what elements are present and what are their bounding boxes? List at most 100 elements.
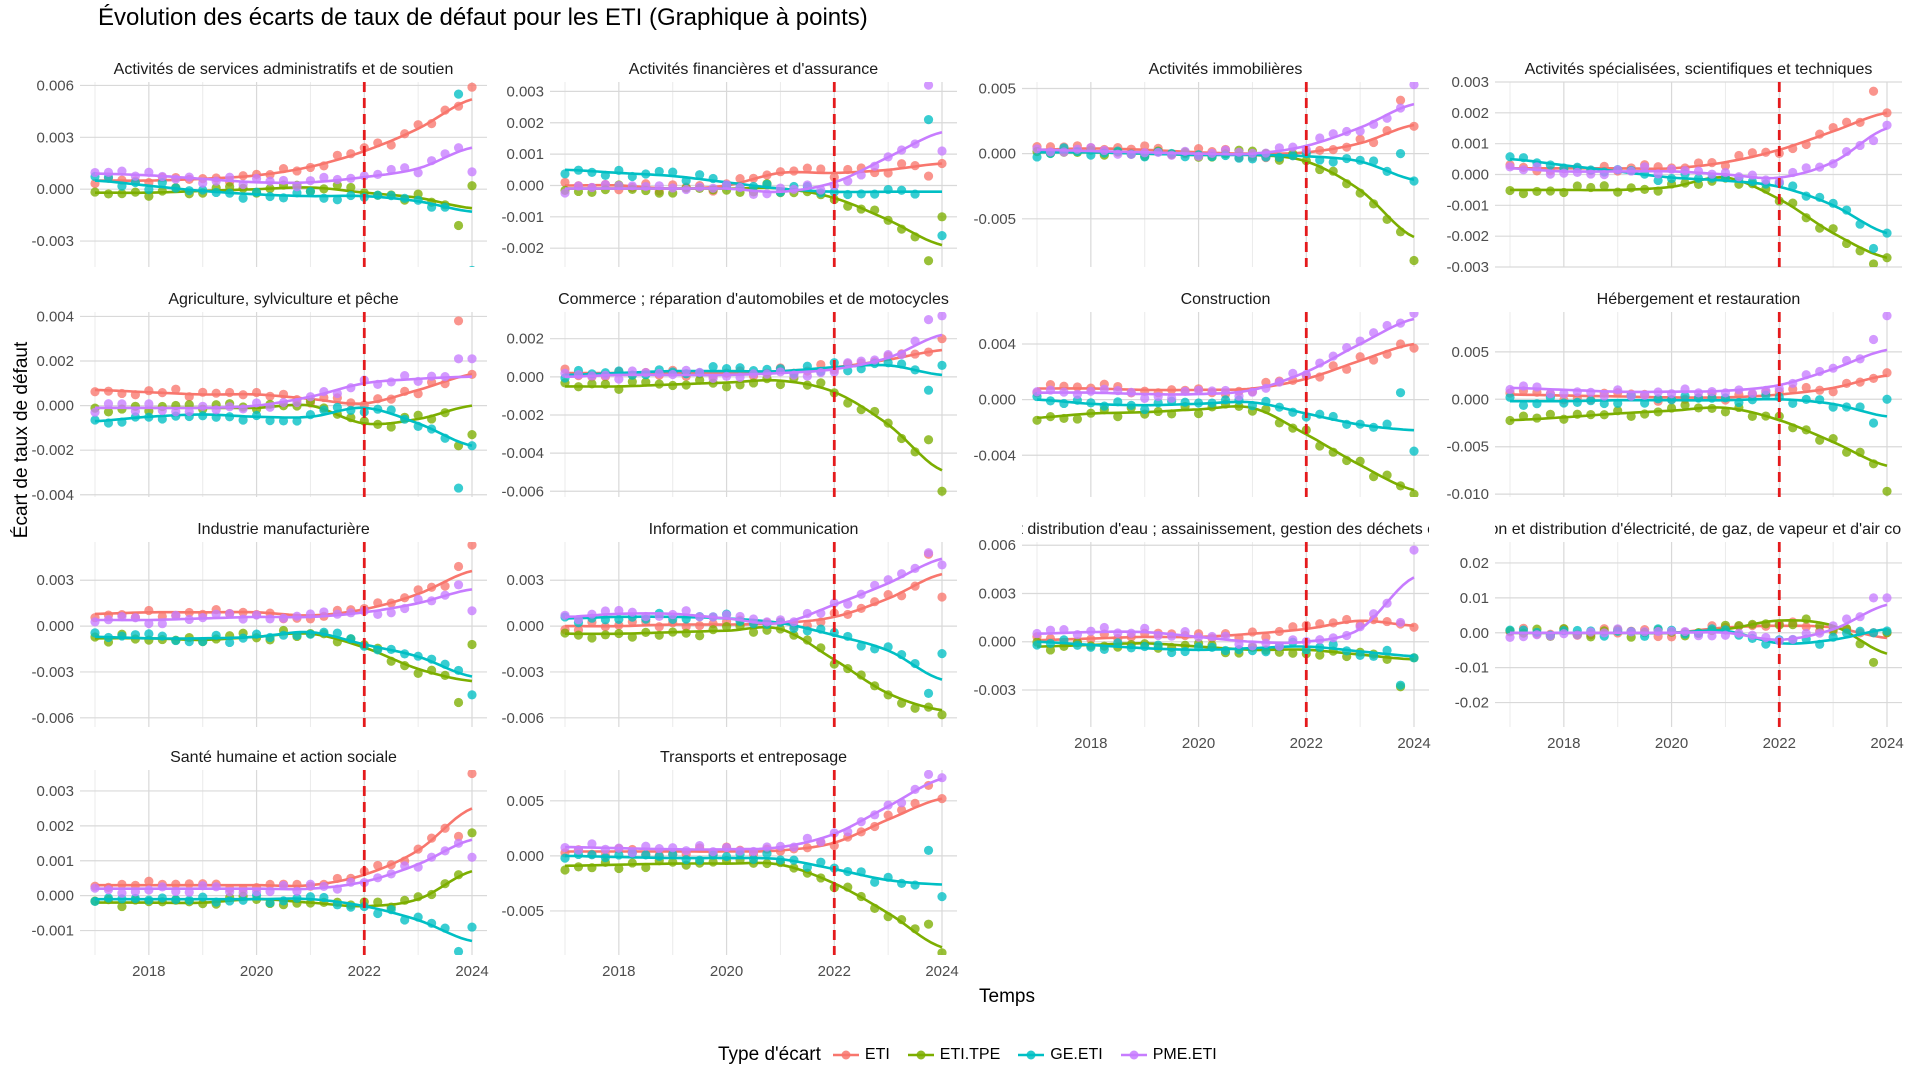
point-pme-eti [1586,387,1596,397]
point-pme-eti [90,407,100,417]
point-ge-eti [373,908,383,919]
y-tick-label: -0.005 [501,903,544,920]
smooth-line-ge-eti [1510,397,1888,418]
point-eti [373,860,383,871]
point-ge-eti [1395,680,1406,690]
facet-industrie-manufacturiere: Industrie manufacturière -0.006 -0.003 0.00… [31,521,487,727]
x-tick-label: 2020 [1182,735,1215,752]
point-ge-eti [90,628,100,638]
facet-strip-label: Production et distribution d'électricité… [1431,521,1919,538]
smooth-line-eti [1037,342,1415,392]
point-pme-eti [721,180,732,190]
point-pme-eti [1140,393,1150,404]
point-eti [453,561,464,572]
point-pme-eti [467,852,477,862]
y-tick-label: 0.000 [36,618,74,635]
y-tick-label: -0.001 [501,209,544,226]
legend-label: ETI.TPE [939,1046,1001,1063]
point-eti-tpe [910,703,920,713]
point-eti-tpe [627,377,637,387]
point-eti-tpe [1599,181,1609,191]
y-tick-label: 0.01 [1460,590,1489,607]
point-pme-eti [1626,391,1636,401]
point-ge-eti [721,851,732,862]
facet-data [1032,545,1419,692]
point-eti [1140,141,1150,151]
point-eti-tpe [413,668,423,678]
point-ge-eti [225,637,235,648]
point-pme-eti [1613,385,1623,395]
point-pme-eti [386,164,396,175]
point-ge-eti [1382,419,1392,429]
facet-strip-label: Information et communication [649,521,859,538]
point-pme-eti [1126,387,1136,397]
point-eti-tpe [816,378,826,388]
point-pme-eti [614,374,624,384]
point-eti-tpe [721,382,732,392]
smooth-line-ge-eti [94,179,473,213]
legend-key-eti [832,1050,859,1060]
point-pme-eti [1140,623,1150,633]
point-ge-eti [587,850,597,860]
point-eti [816,164,826,174]
y-tick-label: -0.003 [31,233,74,250]
point-eti-tpe [117,901,127,912]
point-eti [144,876,154,886]
y-tick-label: 0.005 [978,81,1016,98]
x-tick-label: 2022 [1763,735,1796,752]
point-ge-eti [1180,646,1190,657]
point-ge-eti [1882,394,1892,404]
legend-label: GE.ETI [1050,1046,1103,1063]
point-ge-eti [748,854,759,864]
point-pme-eti [400,371,410,381]
y-tick-label: 0.003 [506,83,544,100]
legend: Type d'écart ETI ETI.TPE GE.ETI PME.ETI [718,1044,1233,1066]
point-pme-eti [1059,147,1069,157]
point-ge-eti [1355,650,1365,660]
point-eti-tpe [1409,489,1419,497]
point-eti-tpe [1113,411,1123,422]
point-eti-tpe [453,220,464,231]
point-ge-eti [1369,156,1379,166]
y-tick-label: -0.01 [1455,660,1489,677]
point-pme-eti [1559,168,1569,178]
point-ge-eti [1113,638,1123,648]
point-eti-tpe [103,407,114,417]
facet-construction: Construction -0.004 0.000 0.004 [973,291,1429,497]
facet-strip-label: Agriculture, sylviculture et pêche [168,291,398,308]
facet-data [560,770,947,955]
point-eti-tpe [1072,414,1082,424]
legend-label: ETI [864,1046,890,1063]
point-pme-eti [198,401,208,411]
point-ge-eti [937,892,947,902]
point-pme-eti [1801,163,1811,173]
point-pme-eti [668,843,678,853]
point-pme-eti [1395,617,1406,628]
point-eti [467,542,477,550]
y-tick-label: 0.006 [36,77,74,94]
facet-activites-immobilieres: Activités immobilières -0.005 0.000 0.005 [973,61,1429,267]
point-pme-eti [144,399,154,409]
y-tick-label: 0.004 [36,308,74,325]
legend-key-pme-eti [1120,1050,1147,1060]
facet-activites-financieres-et-d-assurance: Activités financières et d'assurance -0.0… [501,61,957,267]
point-eti [171,384,181,394]
y-tick-label: 0.004 [978,336,1016,353]
point-eti [897,159,907,169]
point-pme-eti [1099,622,1109,633]
point-eti-tpe [937,212,947,222]
smooth-line-pme-eti [95,838,473,891]
point-pme-eti [600,179,610,190]
point-pme-eti [1234,391,1244,401]
y-tick-label: 0.02 [1460,555,1489,572]
point-ge-eti [1328,157,1338,167]
point-eti-tpe [897,433,907,444]
point-ge-eti [225,896,235,906]
point-pme-eti [1505,384,1515,395]
point-eti-tpe [1882,486,1892,496]
point-eti-tpe [910,447,920,457]
y-tick-label: -0.003 [973,682,1016,699]
y-tick-label: 0.000 [36,888,74,905]
point-pme-eti [1747,388,1757,398]
point-pme-eti [1409,545,1419,555]
